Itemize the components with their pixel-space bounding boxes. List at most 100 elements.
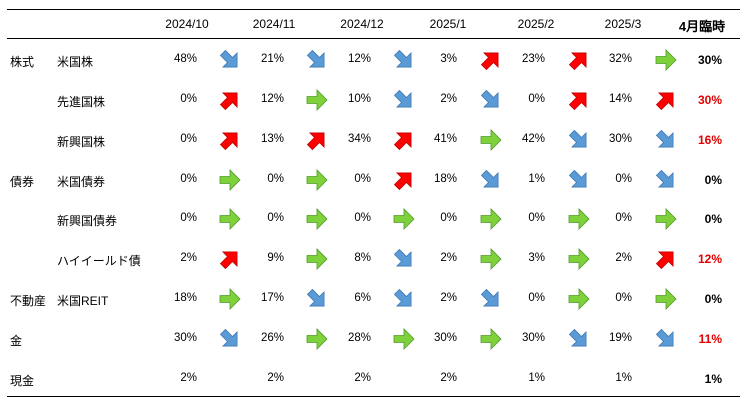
allocation-value: 0% [267, 212, 284, 224]
allocation-value: 2% [615, 252, 632, 264]
allocation-value: 12% [260, 93, 284, 105]
arrow-up-icon [654, 247, 678, 271]
allocation-value: 1% [615, 372, 632, 384]
asset-category: 債券 [10, 175, 35, 189]
asset-name: 新興国債券 [57, 214, 118, 228]
arrow-down-icon [479, 287, 503, 311]
asset-name: 新興国株 [57, 135, 106, 149]
arrow-right-icon [392, 327, 416, 351]
arrow-right-icon [479, 247, 503, 271]
allocation-value: 30% [608, 133, 632, 145]
final-allocation-value: 12% [697, 252, 722, 266]
arrow-right-icon [218, 168, 242, 192]
arrow-down-icon [305, 48, 329, 72]
allocation-value: 2% [440, 252, 457, 264]
arrow-down-icon [654, 327, 678, 351]
arrow-up-icon [567, 48, 591, 72]
asset-category: 株式 [10, 55, 35, 69]
final-allocation-value: 11% [698, 332, 722, 346]
allocation-value: 0% [267, 173, 284, 185]
arrow-up-icon [392, 128, 416, 152]
arrow-down-icon [218, 327, 242, 351]
arrow-up-icon [218, 247, 242, 271]
allocation-value: 0% [615, 212, 632, 224]
asset-category: 現金 [10, 374, 35, 388]
allocation-value: 0% [180, 93, 197, 105]
allocation-value: 21% [260, 53, 284, 65]
allocation-value: 0% [354, 212, 371, 224]
allocation-value: 12% [347, 53, 371, 65]
allocation-value: 2% [440, 292, 457, 304]
arrow-right-icon [305, 247, 329, 271]
arrow-down-icon [654, 168, 678, 192]
arrow-up-icon [218, 128, 242, 152]
allocation-value: 0% [180, 133, 197, 145]
allocation-value: 10% [347, 93, 371, 105]
final-allocation-value: 0% [704, 212, 722, 226]
arrow-right-icon [567, 247, 591, 271]
asset-name: 先進国株 [57, 95, 106, 109]
allocation-value: 28% [347, 332, 371, 344]
allocation-value: 1% [528, 173, 545, 185]
allocation-value: 18% [173, 292, 197, 304]
month-header: 2024/10 [165, 17, 209, 31]
allocation-value: 13% [260, 133, 284, 145]
allocation-value: 0% [528, 212, 545, 224]
allocation-value: 0% [440, 212, 457, 224]
allocation-value: 2% [440, 93, 457, 105]
arrow-down-icon [479, 168, 503, 192]
allocation-value: 8% [354, 252, 371, 264]
arrow-right-icon [567, 207, 591, 231]
arrow-down-icon [567, 128, 591, 152]
final-allocation-value: 30% [697, 53, 722, 67]
table-bottom-rule [7, 396, 740, 397]
allocation-value: 14% [608, 93, 632, 105]
allocation-value: 19% [608, 332, 632, 344]
arrow-right-icon [654, 207, 678, 231]
arrow-up-icon [392, 168, 416, 192]
arrow-right-icon [305, 327, 329, 351]
allocation-value: 0% [354, 173, 371, 185]
allocation-value: 34% [347, 133, 371, 145]
arrow-right-icon [567, 287, 591, 311]
table-top-rule [7, 9, 740, 10]
allocation-value: 17% [260, 292, 284, 304]
arrow-up-icon [218, 88, 242, 112]
arrow-right-icon [218, 207, 242, 231]
arrow-right-icon [305, 207, 329, 231]
arrow-down-icon [567, 168, 591, 192]
allocation-value: 9% [267, 252, 284, 264]
allocation-value: 0% [615, 173, 632, 185]
final-allocation-value: 1% [704, 372, 722, 386]
allocation-value: 30% [433, 332, 457, 344]
arrow-down-icon [305, 287, 329, 311]
allocation-value: 0% [615, 292, 632, 304]
final-allocation-value: 0% [704, 173, 722, 187]
arrow-down-icon [392, 247, 416, 271]
arrow-right-icon [479, 128, 503, 152]
arrow-right-icon [479, 207, 503, 231]
final-allocation-value: 30% [697, 93, 722, 107]
arrow-up-icon [567, 88, 591, 112]
arrow-down-icon [567, 327, 591, 351]
arrow-down-icon [392, 287, 416, 311]
allocation-value: 26% [260, 332, 284, 344]
arrow-down-icon [392, 48, 416, 72]
asset-category: 金 [10, 334, 23, 348]
allocation-value: 48% [173, 53, 197, 65]
arrow-down-icon [392, 88, 416, 112]
arrow-right-icon [654, 287, 678, 311]
asset-name: ハイイールド債 [57, 254, 141, 268]
allocation-value: 3% [440, 53, 457, 65]
month-header: 2024/11 [252, 17, 296, 31]
arrow-right-icon [479, 327, 503, 351]
month-header: 2024/12 [340, 17, 384, 31]
arrow-right-icon [654, 48, 678, 72]
arrow-right-icon [305, 88, 329, 112]
asset-name: 米国債券 [57, 175, 106, 189]
allocation-value: 30% [173, 332, 197, 344]
allocation-value: 1% [528, 372, 545, 384]
arrow-down-icon [654, 128, 678, 152]
allocation-value: 2% [354, 372, 371, 384]
